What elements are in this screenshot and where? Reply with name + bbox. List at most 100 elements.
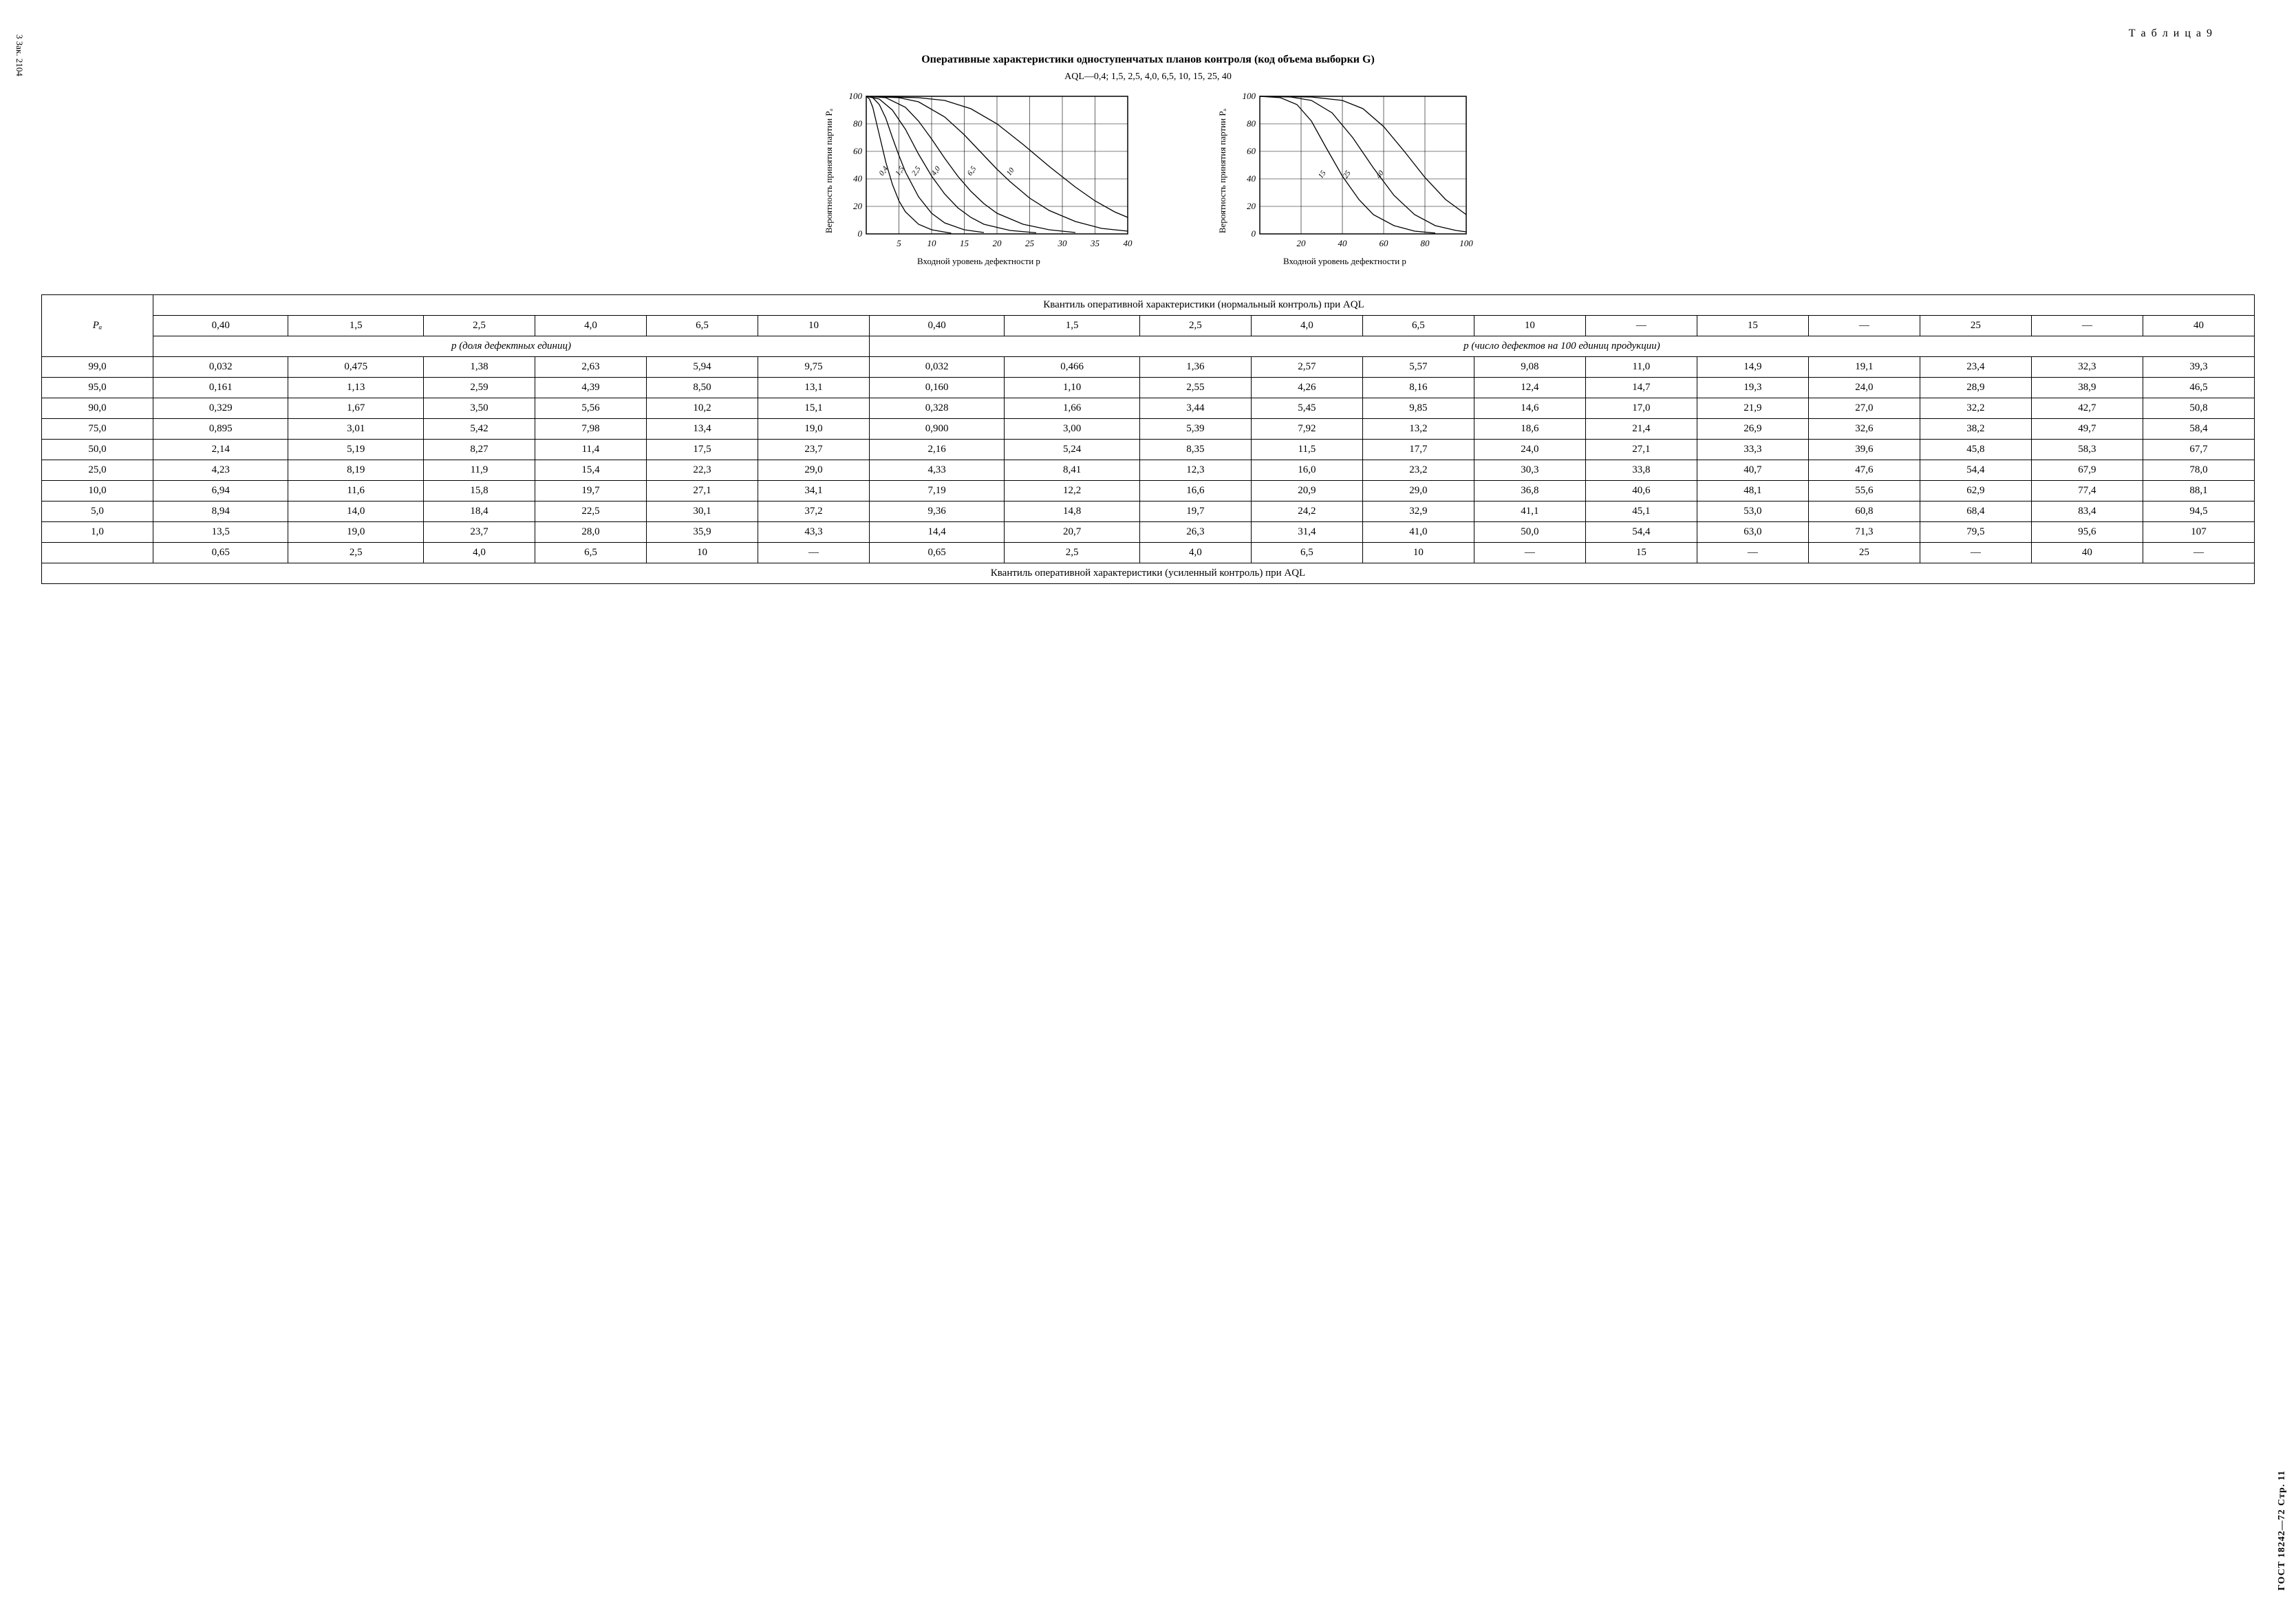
svg-text:40: 40 xyxy=(1338,238,1347,248)
oc-chart-left: 5101520253035400204060801000,41,52,54,06… xyxy=(839,89,1135,253)
svg-text:60: 60 xyxy=(1247,146,1256,156)
footer-aql-cell: — xyxy=(1474,543,1585,563)
value-cell: 5,24 xyxy=(1005,440,1139,460)
value-cell: 24,0 xyxy=(1474,440,1585,460)
value-cell: 19,0 xyxy=(288,522,423,543)
value-cell: 1,66 xyxy=(1005,398,1139,419)
aql-col-header: — xyxy=(2031,316,2143,336)
footer-aql-cell: — xyxy=(1697,543,1808,563)
value-cell: 17,0 xyxy=(1585,398,1697,419)
footer-aql-cell: 6,5 xyxy=(535,543,646,563)
sub-right: p (число дефектов на 100 единиц продукци… xyxy=(869,336,2254,357)
svg-text:15: 15 xyxy=(1316,169,1327,180)
footer-aql-row: 0,652,54,06,510—0,652,54,06,510—15—25—40… xyxy=(42,543,2255,563)
value-cell: 50,8 xyxy=(2143,398,2254,419)
table-row: 10,06,9411,615,819,727,134,17,1912,216,6… xyxy=(42,481,2255,501)
value-cell: 19,3 xyxy=(1697,378,1808,398)
value-cell: 45,1 xyxy=(1585,501,1697,522)
svg-text:25: 25 xyxy=(1025,238,1035,248)
svg-text:10: 10 xyxy=(927,238,936,248)
pa-header: Pₐ xyxy=(42,295,153,357)
value-cell: 18,4 xyxy=(423,501,535,522)
footer-aql-cell: 0,65 xyxy=(153,543,288,563)
value-cell: 0,032 xyxy=(869,357,1004,378)
value-cell: 0,466 xyxy=(1005,357,1139,378)
value-cell: 12,4 xyxy=(1474,378,1585,398)
value-cell: 5,56 xyxy=(535,398,646,419)
aql-col-header: 40 xyxy=(2143,316,2254,336)
value-cell: 18,6 xyxy=(1474,419,1585,440)
value-cell: 14,9 xyxy=(1697,357,1808,378)
value-cell: 5,57 xyxy=(1362,357,1474,378)
value-cell: 5,42 xyxy=(423,419,535,440)
aql-col-header: 4,0 xyxy=(535,316,646,336)
value-cell: 27,0 xyxy=(1808,398,1920,419)
value-cell: 7,19 xyxy=(869,481,1004,501)
svg-text:1,5: 1,5 xyxy=(894,164,906,177)
table-row: 25,04,238,1911,915,422,329,04,338,4112,3… xyxy=(42,460,2255,481)
value-cell: 45,8 xyxy=(1920,440,2031,460)
value-cell: 33,3 xyxy=(1697,440,1808,460)
footer-aql-cell: 25 xyxy=(1808,543,1920,563)
value-cell: 30,1 xyxy=(646,501,758,522)
value-cell: 14,4 xyxy=(869,522,1004,543)
value-cell: 3,01 xyxy=(288,419,423,440)
svg-text:80: 80 xyxy=(1420,238,1430,248)
svg-text:100: 100 xyxy=(1459,238,1473,248)
side-note-left: 3 Зак. 2104 xyxy=(14,34,25,76)
aql-col-header: 1,5 xyxy=(288,316,423,336)
aql-col-header: — xyxy=(1585,316,1697,336)
value-cell: 14,6 xyxy=(1474,398,1585,419)
value-cell: 38,2 xyxy=(1920,419,2031,440)
value-cell: 46,5 xyxy=(2143,378,2254,398)
value-cell: 5,45 xyxy=(1251,398,1362,419)
value-cell: 0,032 xyxy=(153,357,288,378)
value-cell: 24,2 xyxy=(1251,501,1362,522)
value-cell: 7,92 xyxy=(1251,419,1362,440)
svg-text:80: 80 xyxy=(853,118,863,129)
pa-cell: 5,0 xyxy=(42,501,153,522)
pa-cell: 75,0 xyxy=(42,419,153,440)
value-cell: 67,7 xyxy=(2143,440,2254,460)
aql-col-header: 4,0 xyxy=(1251,316,1362,336)
value-cell: 29,0 xyxy=(758,460,869,481)
svg-text:6,5: 6,5 xyxy=(965,164,978,177)
footer-aql-cell: 10 xyxy=(646,543,758,563)
value-cell: 1,38 xyxy=(423,357,535,378)
value-cell: 54,4 xyxy=(1920,460,2031,481)
value-cell: 107 xyxy=(2143,522,2254,543)
table-row: 95,00,1611,132,594,398,5013,10,1601,102,… xyxy=(42,378,2255,398)
value-cell: 0,900 xyxy=(869,419,1004,440)
value-cell: 83,4 xyxy=(2031,501,2143,522)
value-cell: 42,7 xyxy=(2031,398,2143,419)
value-cell: 23,2 xyxy=(1362,460,1474,481)
value-cell: 27,1 xyxy=(1585,440,1697,460)
value-cell: 8,94 xyxy=(153,501,288,522)
value-cell: 0,161 xyxy=(153,378,288,398)
svg-text:15: 15 xyxy=(960,238,969,248)
table-row: 75,00,8953,015,427,9813,419,00,9003,005,… xyxy=(42,419,2255,440)
value-cell: 8,27 xyxy=(423,440,535,460)
footer-aql-cell: — xyxy=(2143,543,2254,563)
table-row: 1,013,519,023,728,035,943,314,420,726,33… xyxy=(42,522,2255,543)
pa-cell: 95,0 xyxy=(42,378,153,398)
value-cell: 4,23 xyxy=(153,460,288,481)
footer-aql-cell: 4,0 xyxy=(1139,543,1251,563)
footer-aql-cell: 2,5 xyxy=(1005,543,1139,563)
aql-col-header: 2,5 xyxy=(1139,316,1251,336)
value-cell: 15,1 xyxy=(758,398,869,419)
pa-cell: 1,0 xyxy=(42,522,153,543)
svg-text:25: 25 xyxy=(1341,169,1352,180)
value-cell: 8,41 xyxy=(1005,460,1139,481)
value-cell: 11,0 xyxy=(1585,357,1697,378)
value-cell: 1,36 xyxy=(1139,357,1251,378)
value-cell: 39,6 xyxy=(1808,440,1920,460)
value-cell: 2,59 xyxy=(423,378,535,398)
value-cell: 88,1 xyxy=(2143,481,2254,501)
chart-left-wrap: Вероятность принятия партии Pₐ 510152025… xyxy=(824,89,1135,267)
value-cell: 16,0 xyxy=(1251,460,1362,481)
value-cell: 8,50 xyxy=(646,378,758,398)
value-cell: 48,1 xyxy=(1697,481,1808,501)
value-cell: 23,7 xyxy=(758,440,869,460)
value-cell: 35,9 xyxy=(646,522,758,543)
